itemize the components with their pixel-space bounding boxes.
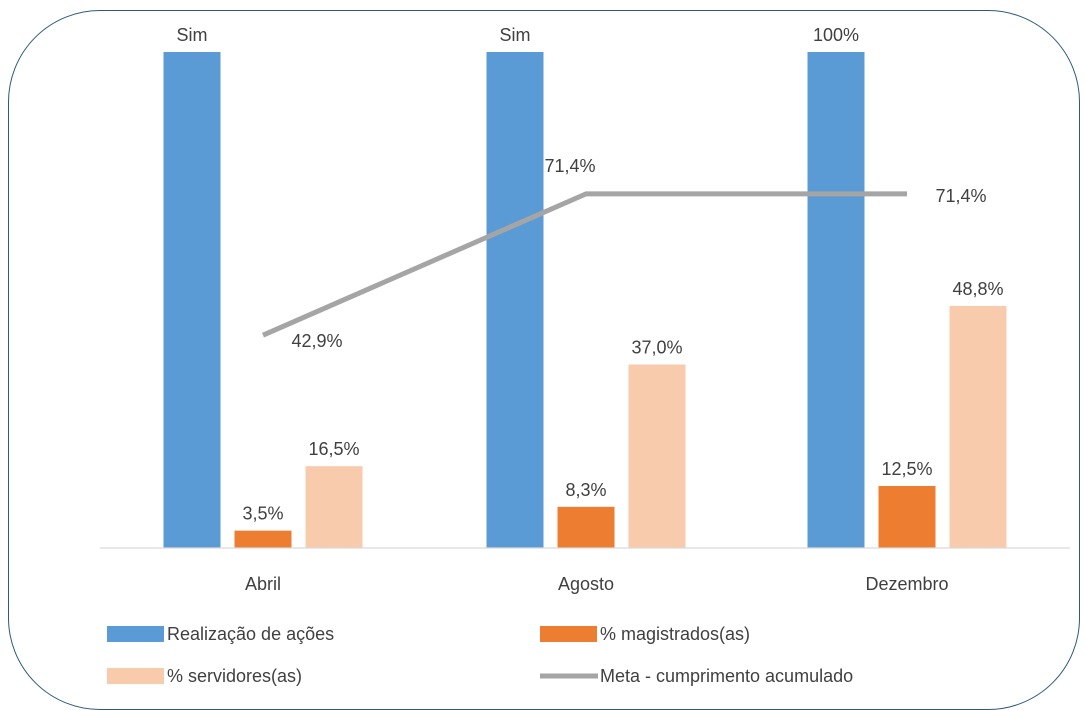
legend-swatch bbox=[107, 626, 164, 642]
line-layer bbox=[261, 191, 907, 338]
category-label: Dezembro bbox=[865, 574, 948, 594]
bar bbox=[557, 506, 615, 548]
line-data-label: 42,9% bbox=[291, 331, 342, 351]
bar-data-label: 12,5% bbox=[881, 459, 932, 479]
bar-data-label: 8,3% bbox=[565, 480, 606, 500]
bars-layer bbox=[163, 52, 1007, 548]
bar bbox=[949, 305, 1007, 548]
bar-data-label: Sim bbox=[177, 25, 208, 45]
bar bbox=[628, 364, 686, 548]
bar-data-label: 37,0% bbox=[631, 337, 682, 357]
bar-data-label: 100% bbox=[813, 25, 859, 45]
labels-layer: Sim 3,5% 16,5% Sim 8,3% 37,0% 100% 12,5% 48,8% 42… bbox=[177, 25, 1004, 524]
legend-swatch bbox=[107, 668, 164, 684]
legend-label: % servidores(as) bbox=[167, 666, 302, 686]
bar bbox=[234, 530, 292, 548]
line-data-label: 71,4% bbox=[544, 156, 595, 176]
line-series bbox=[261, 191, 907, 338]
legend: Realização de ações % magistrados(as) % se… bbox=[107, 624, 853, 686]
legend-label: Meta - cumprimento acumulado bbox=[600, 666, 853, 686]
bar bbox=[878, 486, 936, 548]
bar bbox=[305, 466, 363, 548]
bar-data-label: 48,8% bbox=[952, 279, 1003, 299]
bar bbox=[486, 52, 544, 548]
legend-label: % magistrados(as) bbox=[600, 624, 750, 644]
bar-data-label: Sim bbox=[500, 25, 531, 45]
bar bbox=[807, 52, 865, 548]
category-label: Agosto bbox=[558, 574, 614, 594]
legend-swatch bbox=[540, 626, 597, 642]
bar bbox=[163, 52, 221, 548]
bar-data-label: 3,5% bbox=[242, 504, 283, 524]
legend-label: Realização de ações bbox=[167, 624, 334, 644]
bar-data-label: 16,5% bbox=[308, 439, 359, 459]
category-labels: Abril Agosto Dezembro bbox=[245, 574, 949, 594]
line-data-label: 71,4% bbox=[935, 186, 986, 206]
category-label: Abril bbox=[245, 574, 281, 594]
